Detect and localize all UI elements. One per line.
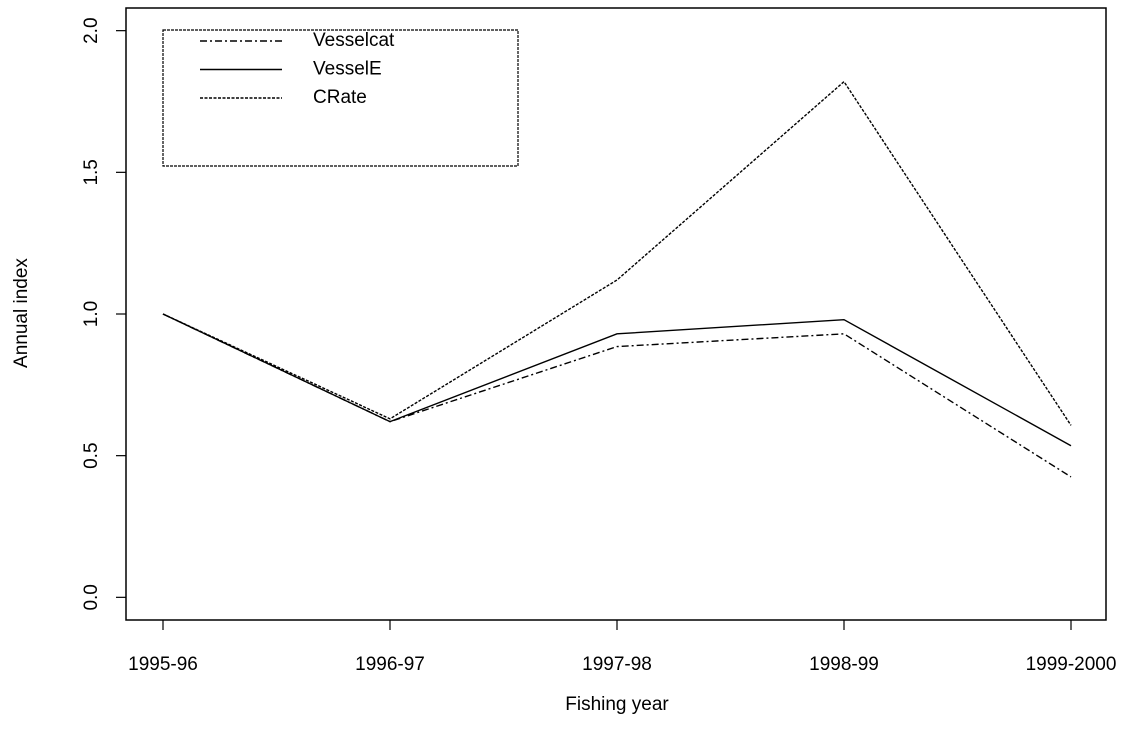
x-tick-label: 1995-96 [128, 654, 198, 675]
series-line [162, 313, 1072, 447]
legend-label: CRate [313, 87, 367, 108]
y-tick-label: 1.5 [81, 159, 102, 185]
x-tick-label: 1996-97 [355, 654, 425, 675]
y-axis-label: Annual index [11, 258, 32, 368]
x-axis-label: Fishing year [565, 694, 669, 715]
legend-frame [162, 29, 519, 167]
x-tick-label: 1999-2000 [1026, 654, 1117, 675]
legend-label: Vesselcat [313, 30, 395, 51]
legend-label: VesselE [313, 59, 382, 80]
series-line [162, 313, 1072, 478]
y-tick-label: 2.0 [81, 17, 102, 43]
x-tick-label: 1997-98 [582, 654, 652, 675]
y-tick-label: 0.0 [81, 584, 102, 610]
y-tick-label: 0.5 [81, 442, 102, 468]
y-tick-label: 1.0 [81, 301, 102, 327]
x-tick-label: 1998-99 [809, 654, 879, 675]
series-line [162, 80, 1072, 426]
